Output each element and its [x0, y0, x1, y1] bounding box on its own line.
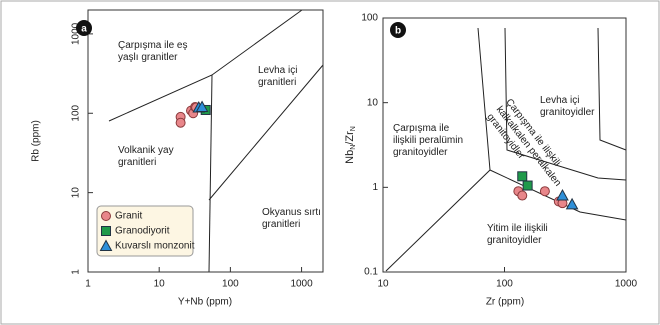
legend-label: Granodiyorit [115, 226, 170, 237]
marker-triangle [99, 239, 113, 251]
y-tick-label: 100 [71, 104, 82, 121]
marker-triangle [556, 189, 569, 201]
boundary [504, 27, 627, 181]
y-axis-label: Rb (ppm) [31, 120, 42, 162]
panel-badge [390, 22, 406, 38]
region-label-line: granitleri [262, 219, 300, 230]
marker-triangle [195, 100, 209, 112]
boundary [597, 27, 627, 151]
region-label-line: granitoyidler [540, 107, 595, 118]
boundary [208, 64, 324, 201]
x-tick-label: 10 [154, 279, 166, 290]
region-label: Çarpışma ile eş yaşlı granitler [118, 40, 187, 63]
region-label-line: granitleri [258, 77, 296, 88]
region-label-line: granitleri [118, 157, 156, 168]
y-label-part: /Zr [344, 131, 356, 145]
marker-circle [175, 117, 186, 128]
region-label: Okyanus sırtı granitleri [262, 207, 321, 230]
marker-square [101, 226, 111, 236]
x-tick-label: 10 [377, 279, 389, 290]
region-label-line: granitoyidler [393, 147, 448, 158]
panel-label: b [395, 26, 401, 37]
y-tick-label: 10 [367, 97, 379, 108]
region-label-line: granitoyidler [487, 235, 542, 246]
legend-label: Kuvarslı monzonit [115, 241, 195, 252]
y-tick-label: 10 [71, 187, 82, 199]
panel-badge [76, 20, 92, 36]
region-label-line: ilişkili peralümin [393, 135, 463, 146]
legend: Granit Granodiyorit Kuvarslı monzonit [96, 205, 195, 257]
x-tick-label: 100 [222, 279, 239, 290]
x-axis-label: Y+Nb (ppm) [178, 297, 232, 308]
region-label: Levha içi granitoyidler [540, 95, 595, 118]
boundary [208, 74, 213, 273]
marker-square [522, 180, 533, 191]
y-tick-label: 1000 [71, 22, 82, 45]
marker-circle [101, 211, 111, 221]
y-label-sub: N [350, 145, 357, 150]
boundary [489, 169, 627, 221]
region-label: Çarpışma ile ilişkili peralümin granitoyid… [393, 123, 463, 158]
region-label: Volkanik yay granitleri [118, 145, 174, 168]
y-label-part: Nb [344, 150, 356, 164]
x-axis-label: Zr (ppm) [486, 297, 524, 308]
boundaries-b [385, 27, 627, 272]
legend-box [96, 205, 194, 257]
region-label-line: Çarpışma ile [393, 123, 450, 134]
region-label-line: Çarpışma ile eş [118, 40, 187, 51]
region-label-line: Levha içi [258, 65, 297, 76]
x-tick-label: 1000 [615, 279, 638, 290]
marker-square [517, 171, 528, 182]
x-tick-label: 100 [496, 279, 513, 290]
marker-circle [517, 190, 528, 201]
region-label-line: Levha içi [540, 95, 579, 106]
x-tick-label: 1000 [290, 279, 313, 290]
region-label: Levha içi granitleri [258, 65, 297, 88]
region-label-line: Volkanik yay [118, 145, 174, 156]
region-label-line: yaşlı granitler [118, 52, 178, 63]
y-tick-label: 1 [71, 269, 82, 275]
region-label-line: Okyanus sırtı [262, 207, 321, 218]
y-tick-label: 0.1 [364, 267, 378, 278]
y-tick-label: 1 [372, 182, 378, 193]
marker-circle [539, 186, 550, 197]
region-label-line: Yitim ile ilişkili [487, 223, 548, 234]
marker-triangle [565, 197, 579, 210]
region-label: Yitim ile ilişkili granitoyidler [487, 223, 548, 246]
legend-label: Granit [115, 211, 142, 222]
y-label-sub: N [350, 126, 357, 131]
chart-0: 1 10 100 1000 1 10 100 1000 Y+Nb (ppm) Rb (ppm) a Ç… [31, 9, 324, 308]
panel-label: a [81, 24, 87, 35]
y-axis-label: NbN/ZrN [344, 126, 357, 164]
x-tick-label: 1 [85, 279, 91, 290]
y-tick-label: 100 [361, 13, 378, 24]
plot-frame [87, 9, 324, 273]
boundaries-a [108, 9, 324, 273]
